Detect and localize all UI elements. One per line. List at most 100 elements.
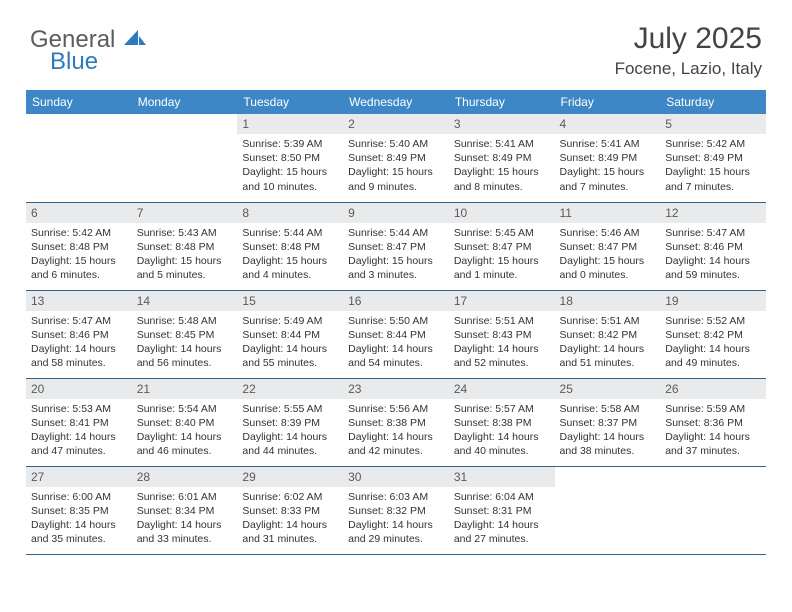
calendar-day: 23Sunrise: 5:56 AMSunset: 8:38 PMDayligh… xyxy=(343,378,449,466)
day-number: 18 xyxy=(555,291,661,311)
logo-text-blue: Blue xyxy=(50,50,146,74)
calendar-day: 20Sunrise: 5:53 AMSunset: 8:41 PMDayligh… xyxy=(26,378,132,466)
calendar-day: 15Sunrise: 5:49 AMSunset: 8:44 PMDayligh… xyxy=(237,290,343,378)
dow-header: Tuesday xyxy=(237,90,343,114)
day-details: Sunrise: 5:47 AMSunset: 8:46 PMDaylight:… xyxy=(26,311,132,375)
page-header: General Blue July 2025 Focene, Lazio, It… xyxy=(0,0,792,84)
day-details: Sunrise: 5:52 AMSunset: 8:42 PMDaylight:… xyxy=(660,311,766,375)
day-number: 19 xyxy=(660,291,766,311)
day-number: 9 xyxy=(343,203,449,223)
calendar-day: 22Sunrise: 5:55 AMSunset: 8:39 PMDayligh… xyxy=(237,378,343,466)
day-number: 12 xyxy=(660,203,766,223)
calendar-week: 6Sunrise: 5:42 AMSunset: 8:48 PMDaylight… xyxy=(26,202,766,290)
day-details: Sunrise: 5:39 AMSunset: 8:50 PMDaylight:… xyxy=(237,134,343,198)
day-details: Sunrise: 5:55 AMSunset: 8:39 PMDaylight:… xyxy=(237,399,343,463)
day-details: Sunrise: 5:42 AMSunset: 8:49 PMDaylight:… xyxy=(660,134,766,198)
calendar-day: 17Sunrise: 5:51 AMSunset: 8:43 PMDayligh… xyxy=(449,290,555,378)
day-details: Sunrise: 5:56 AMSunset: 8:38 PMDaylight:… xyxy=(343,399,449,463)
day-number: 27 xyxy=(26,467,132,487)
calendar-empty xyxy=(26,114,132,202)
day-details: Sunrise: 5:50 AMSunset: 8:44 PMDaylight:… xyxy=(343,311,449,375)
calendar-day: 14Sunrise: 5:48 AMSunset: 8:45 PMDayligh… xyxy=(132,290,238,378)
calendar-day: 27Sunrise: 6:00 AMSunset: 8:35 PMDayligh… xyxy=(26,466,132,554)
logo-sail-icon xyxy=(124,28,146,51)
calendar-week: 13Sunrise: 5:47 AMSunset: 8:46 PMDayligh… xyxy=(26,290,766,378)
day-details: Sunrise: 5:47 AMSunset: 8:46 PMDaylight:… xyxy=(660,223,766,287)
day-number: 29 xyxy=(237,467,343,487)
day-details: Sunrise: 5:51 AMSunset: 8:42 PMDaylight:… xyxy=(555,311,661,375)
calendar-day: 10Sunrise: 5:45 AMSunset: 8:47 PMDayligh… xyxy=(449,202,555,290)
calendar-day: 4Sunrise: 5:41 AMSunset: 8:49 PMDaylight… xyxy=(555,114,661,202)
day-details: Sunrise: 5:57 AMSunset: 8:38 PMDaylight:… xyxy=(449,399,555,463)
day-number: 26 xyxy=(660,379,766,399)
calendar-empty xyxy=(555,466,661,554)
calendar-day: 28Sunrise: 6:01 AMSunset: 8:34 PMDayligh… xyxy=(132,466,238,554)
day-number: 21 xyxy=(132,379,238,399)
day-number: 23 xyxy=(343,379,449,399)
calendar-day: 26Sunrise: 5:59 AMSunset: 8:36 PMDayligh… xyxy=(660,378,766,466)
calendar-day: 31Sunrise: 6:04 AMSunset: 8:31 PMDayligh… xyxy=(449,466,555,554)
day-number: 30 xyxy=(343,467,449,487)
day-number: 17 xyxy=(449,291,555,311)
day-details: Sunrise: 5:42 AMSunset: 8:48 PMDaylight:… xyxy=(26,223,132,287)
calendar-day: 1Sunrise: 5:39 AMSunset: 8:50 PMDaylight… xyxy=(237,114,343,202)
calendar-day: 6Sunrise: 5:42 AMSunset: 8:48 PMDaylight… xyxy=(26,202,132,290)
day-details: Sunrise: 6:03 AMSunset: 8:32 PMDaylight:… xyxy=(343,487,449,551)
calendar-empty xyxy=(660,466,766,554)
dow-header: Monday xyxy=(132,90,238,114)
day-details: Sunrise: 5:59 AMSunset: 8:36 PMDaylight:… xyxy=(660,399,766,463)
dow-header: Thursday xyxy=(449,90,555,114)
day-details: Sunrise: 6:01 AMSunset: 8:34 PMDaylight:… xyxy=(132,487,238,551)
day-number: 16 xyxy=(343,291,449,311)
calendar-table: SundayMondayTuesdayWednesdayThursdayFrid… xyxy=(26,90,766,555)
day-number: 14 xyxy=(132,291,238,311)
day-number: 15 xyxy=(237,291,343,311)
dow-header: Wednesday xyxy=(343,90,449,114)
day-details: Sunrise: 5:41 AMSunset: 8:49 PMDaylight:… xyxy=(449,134,555,198)
day-details: Sunrise: 5:46 AMSunset: 8:47 PMDaylight:… xyxy=(555,223,661,287)
dow-header: Sunday xyxy=(26,90,132,114)
calendar-week: 1Sunrise: 5:39 AMSunset: 8:50 PMDaylight… xyxy=(26,114,766,202)
day-number: 1 xyxy=(237,114,343,134)
day-details: Sunrise: 5:49 AMSunset: 8:44 PMDaylight:… xyxy=(237,311,343,375)
calendar-day: 21Sunrise: 5:54 AMSunset: 8:40 PMDayligh… xyxy=(132,378,238,466)
day-details: Sunrise: 6:02 AMSunset: 8:33 PMDaylight:… xyxy=(237,487,343,551)
day-details: Sunrise: 5:44 AMSunset: 8:48 PMDaylight:… xyxy=(237,223,343,287)
day-number: 20 xyxy=(26,379,132,399)
day-details: Sunrise: 5:45 AMSunset: 8:47 PMDaylight:… xyxy=(449,223,555,287)
calendar-day: 30Sunrise: 6:03 AMSunset: 8:32 PMDayligh… xyxy=(343,466,449,554)
calendar-day: 8Sunrise: 5:44 AMSunset: 8:48 PMDaylight… xyxy=(237,202,343,290)
logo: General Blue xyxy=(30,22,146,74)
day-number: 3 xyxy=(449,114,555,134)
day-number: 11 xyxy=(555,203,661,223)
calendar-head: SundayMondayTuesdayWednesdayThursdayFrid… xyxy=(26,90,766,114)
calendar-empty xyxy=(132,114,238,202)
day-details: Sunrise: 6:04 AMSunset: 8:31 PMDaylight:… xyxy=(449,487,555,551)
calendar-day: 29Sunrise: 6:02 AMSunset: 8:33 PMDayligh… xyxy=(237,466,343,554)
day-number: 7 xyxy=(132,203,238,223)
calendar-day: 24Sunrise: 5:57 AMSunset: 8:38 PMDayligh… xyxy=(449,378,555,466)
day-details: Sunrise: 5:48 AMSunset: 8:45 PMDaylight:… xyxy=(132,311,238,375)
calendar-day: 11Sunrise: 5:46 AMSunset: 8:47 PMDayligh… xyxy=(555,202,661,290)
calendar-body: 1Sunrise: 5:39 AMSunset: 8:50 PMDaylight… xyxy=(26,114,766,554)
day-number: 2 xyxy=(343,114,449,134)
day-number: 10 xyxy=(449,203,555,223)
calendar-day: 2Sunrise: 5:40 AMSunset: 8:49 PMDaylight… xyxy=(343,114,449,202)
day-number: 24 xyxy=(449,379,555,399)
day-number: 31 xyxy=(449,467,555,487)
day-details: Sunrise: 5:44 AMSunset: 8:47 PMDaylight:… xyxy=(343,223,449,287)
day-details: Sunrise: 5:53 AMSunset: 8:41 PMDaylight:… xyxy=(26,399,132,463)
calendar-day: 25Sunrise: 5:58 AMSunset: 8:37 PMDayligh… xyxy=(555,378,661,466)
day-number: 4 xyxy=(555,114,661,134)
calendar-day: 5Sunrise: 5:42 AMSunset: 8:49 PMDaylight… xyxy=(660,114,766,202)
day-details: Sunrise: 5:58 AMSunset: 8:37 PMDaylight:… xyxy=(555,399,661,463)
calendar-day: 19Sunrise: 5:52 AMSunset: 8:42 PMDayligh… xyxy=(660,290,766,378)
calendar-day: 3Sunrise: 5:41 AMSunset: 8:49 PMDaylight… xyxy=(449,114,555,202)
dow-header: Friday xyxy=(555,90,661,114)
day-details: Sunrise: 5:41 AMSunset: 8:49 PMDaylight:… xyxy=(555,134,661,198)
dow-header: Saturday xyxy=(660,90,766,114)
day-number: 5 xyxy=(660,114,766,134)
month-title: July 2025 xyxy=(615,22,762,56)
day-details: Sunrise: 6:00 AMSunset: 8:35 PMDaylight:… xyxy=(26,487,132,551)
day-details: Sunrise: 5:43 AMSunset: 8:48 PMDaylight:… xyxy=(132,223,238,287)
